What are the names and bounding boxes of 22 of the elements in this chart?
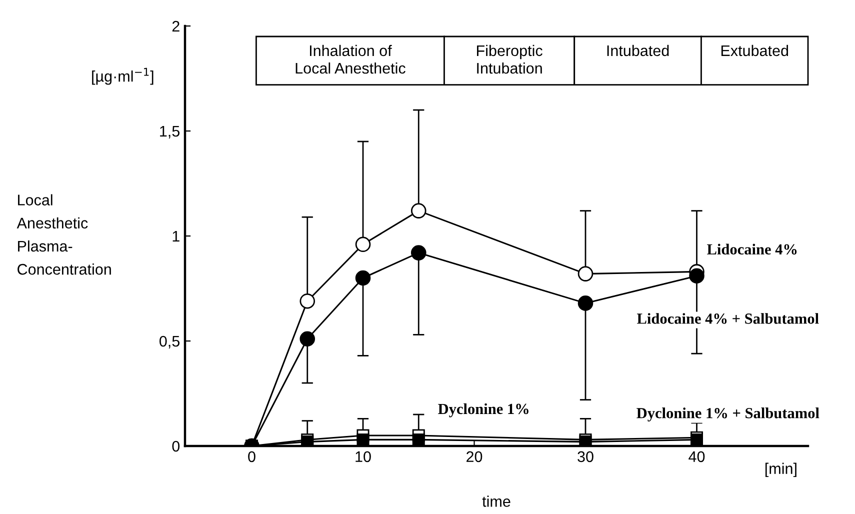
series-label: Dyclonine 1% + Salbutamol (636, 408, 820, 422)
x-tick-label: 0 (248, 451, 256, 462)
y-tick-label: 0 (172, 440, 180, 452)
x-tick-label: 20 (466, 451, 482, 462)
y-axis-title: Local Anesthetic Plasma- Concentration (16, 194, 111, 275)
series-label: Dyclonine 1% (438, 403, 528, 418)
y-tick-label: 0,5 (160, 336, 180, 348)
y-tick-label: 2 (172, 20, 180, 32)
text: [min] (765, 462, 796, 478)
band-label: Inhalation of Local Anesthetic (296, 44, 406, 74)
text: [µg·ml$^{−1}$] (92, 68, 154, 85)
series-label: Lidocaine 4% (707, 244, 797, 255)
y-tick-label: 1,5 (160, 126, 180, 138)
x-tick-label: 30 (578, 451, 594, 462)
x-axis-title: time (482, 496, 510, 507)
band-label: Fiberoptic Intubation (477, 44, 542, 74)
x-tick-label: 10 (356, 451, 371, 462)
band-label: Intubated (607, 44, 669, 56)
band-label: Extubated (721, 44, 788, 56)
series-label: Lidocaine 4% + Salbutamol (637, 313, 819, 324)
x-tick-label: 40 (688, 451, 705, 462)
y-tick-label: 1 (172, 231, 180, 242)
